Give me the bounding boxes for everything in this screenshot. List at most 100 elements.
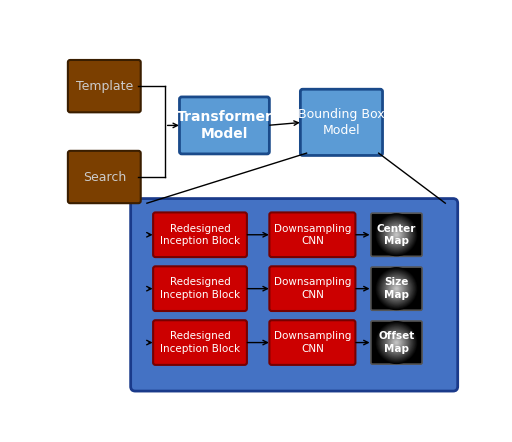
Circle shape [391,229,402,240]
Circle shape [395,287,398,290]
Text: Downsampling
CNN: Downsampling CNN [274,332,351,354]
Circle shape [396,288,397,290]
Circle shape [383,275,410,302]
Circle shape [386,332,408,354]
Circle shape [377,215,416,254]
Text: Template: Template [76,80,133,93]
Circle shape [393,231,400,238]
Text: Search: Search [82,171,126,183]
Circle shape [393,339,400,346]
Circle shape [375,268,417,309]
Circle shape [388,334,406,351]
Circle shape [393,285,400,292]
Circle shape [392,338,401,347]
FancyBboxPatch shape [301,89,382,156]
FancyBboxPatch shape [269,267,355,311]
Circle shape [395,341,398,344]
Circle shape [389,227,404,242]
FancyBboxPatch shape [153,267,247,311]
FancyBboxPatch shape [371,213,422,256]
Text: Center
Map: Center Map [377,224,416,246]
Text: Offset
Map: Offset Map [378,332,415,354]
Circle shape [375,322,417,363]
Circle shape [379,325,414,360]
Circle shape [387,225,406,244]
Circle shape [394,232,399,237]
FancyBboxPatch shape [153,213,247,257]
Circle shape [394,286,398,291]
Circle shape [382,275,411,302]
Circle shape [388,334,405,351]
Circle shape [379,217,414,252]
Circle shape [378,324,415,361]
Circle shape [390,335,403,350]
Text: Transformer
Model: Transformer Model [177,110,272,141]
Circle shape [384,276,409,301]
Circle shape [388,226,406,244]
Circle shape [378,270,415,307]
Circle shape [379,271,414,306]
FancyBboxPatch shape [269,320,355,365]
Circle shape [389,335,404,350]
Circle shape [382,329,411,356]
Circle shape [386,278,408,300]
Circle shape [391,283,402,294]
Circle shape [388,280,405,297]
Circle shape [380,219,413,251]
Circle shape [388,226,405,243]
Text: Redesigned
Inception Block: Redesigned Inception Block [160,224,240,246]
Circle shape [383,221,410,248]
FancyBboxPatch shape [131,198,458,391]
Circle shape [390,282,403,296]
Text: Downsampling
CNN: Downsampling CNN [274,224,351,246]
Circle shape [394,286,399,291]
Circle shape [385,277,409,301]
Circle shape [378,324,415,361]
Circle shape [396,234,397,236]
Circle shape [387,333,406,352]
FancyBboxPatch shape [180,97,269,154]
Circle shape [378,217,415,253]
Circle shape [382,221,411,249]
Circle shape [394,340,399,345]
Circle shape [386,225,407,245]
FancyBboxPatch shape [68,60,141,112]
Circle shape [383,329,410,356]
FancyBboxPatch shape [153,320,247,365]
Circle shape [389,281,404,296]
Circle shape [380,272,413,305]
Circle shape [394,340,398,345]
Circle shape [390,282,403,295]
Text: Size
Map: Size Map [384,278,409,300]
FancyBboxPatch shape [68,151,141,203]
Circle shape [387,279,406,298]
Circle shape [376,322,417,363]
Circle shape [382,220,411,249]
Circle shape [376,215,417,255]
Circle shape [390,336,403,349]
Circle shape [381,327,412,358]
Circle shape [392,339,401,347]
Circle shape [386,332,407,353]
Circle shape [381,274,412,304]
Circle shape [392,284,401,293]
Circle shape [390,228,403,242]
Circle shape [392,231,401,239]
Circle shape [390,229,403,241]
Text: Bounding Box
Model: Bounding Box Model [298,108,385,137]
Circle shape [384,330,409,355]
Circle shape [381,220,412,250]
Circle shape [386,224,408,246]
Text: Redesigned
Inception Block: Redesigned Inception Block [160,278,240,300]
Circle shape [391,337,402,348]
Text: Downsampling
CNN: Downsampling CNN [274,278,351,300]
Circle shape [386,278,407,299]
Circle shape [376,269,417,309]
FancyBboxPatch shape [269,213,355,257]
Circle shape [392,230,401,240]
Circle shape [382,274,411,303]
Circle shape [380,273,413,305]
Circle shape [378,271,415,307]
Circle shape [380,326,413,359]
Circle shape [382,328,411,357]
